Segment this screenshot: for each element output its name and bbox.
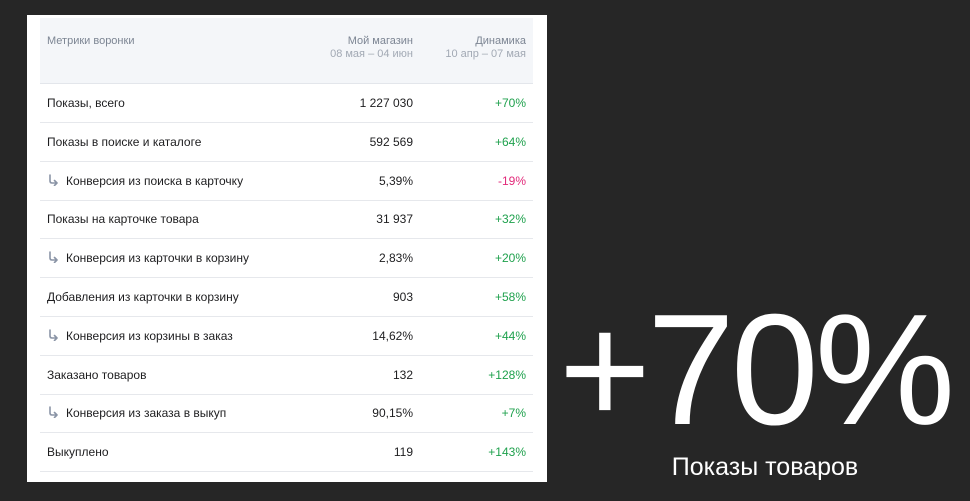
table-row: Конверсия из поиска в карточку 5,39% -19% xyxy=(40,162,533,201)
row-change: +64% xyxy=(494,134,526,149)
header-dynamics-period: 10 апр – 07 мая xyxy=(445,48,526,60)
row-label: Добавления из карточки в корзину xyxy=(47,290,239,304)
highlight-caption: Показы товаров xyxy=(671,453,859,481)
table-row: Конверсия из карточки в корзину 2,83% +20% xyxy=(40,239,533,279)
row-change: +32% xyxy=(494,212,526,227)
row-value: 1 227 030 xyxy=(359,96,413,110)
row-change: +143% xyxy=(488,445,526,460)
row-value: 90,15% xyxy=(372,406,413,421)
row-value: 5,39% xyxy=(378,173,413,188)
table-row: Показы в поиске и каталоге 592 569 +64% xyxy=(40,123,533,162)
header-shop: Мой магазин xyxy=(347,35,413,47)
table-row: Конверсия из заказа в выкуп 90,15% +7% xyxy=(40,394,533,434)
table-row: Заказано товаров 132 +128% xyxy=(40,356,533,395)
row-change: +128% xyxy=(488,367,526,382)
sub-arrow-icon xyxy=(49,251,58,264)
row-label: Конверсия из карточки в корзину xyxy=(66,251,249,266)
row-label: Показы в поиске и каталоге xyxy=(47,134,202,149)
header-shop-period: 08 мая – 04 июн xyxy=(330,48,413,60)
row-value: 903 xyxy=(392,290,413,304)
table-row: Выкуплено 119 +143% xyxy=(40,433,533,473)
row-value: 2,83% xyxy=(378,251,413,266)
sub-arrow-icon xyxy=(49,406,58,419)
row-value: 119 xyxy=(393,445,413,460)
funnel-panel: Метрики воронки Мой магазин 08 мая – 04 … xyxy=(27,15,547,482)
header-metric: Метрики воронки xyxy=(47,35,135,47)
highlight-value: +70% xyxy=(558,282,956,458)
row-value: 132 xyxy=(392,367,413,382)
row-change: +20% xyxy=(494,251,526,266)
table-row: Показы, всего 1 227 030 +70% xyxy=(40,84,533,123)
table-row: Конверсия из корзины в заказ 14,62% +44% xyxy=(40,317,533,356)
row-label: Конверсия из корзины в заказ xyxy=(66,328,233,343)
row-change: +70% xyxy=(494,96,526,110)
header-dynamics: Динамика xyxy=(475,35,526,47)
row-label: Конверсия из заказа в выкуп xyxy=(66,406,227,421)
row-label: Показы, всего xyxy=(47,96,125,110)
row-change: +44% xyxy=(494,328,526,343)
row-change: +58% xyxy=(494,290,526,304)
table-header: Метрики воронки Мой магазин 08 мая – 04 … xyxy=(40,18,533,84)
row-label: Показы на карточке товара xyxy=(47,212,199,227)
row-value: 14,62% xyxy=(372,328,413,343)
row-label: Конверсия из поиска в карточку xyxy=(66,173,244,188)
table-row: Показы на карточке товара 31 937 +32% xyxy=(40,200,533,240)
row-label: Заказано товаров xyxy=(47,367,147,382)
row-change: +7% xyxy=(501,406,526,421)
row-value: 31 937 xyxy=(376,212,413,227)
sub-arrow-icon xyxy=(49,328,58,341)
table-row: Добавления из карточки в корзину 903 +58% xyxy=(40,278,533,317)
row-value: 592 569 xyxy=(369,134,413,149)
row-label: Выкуплено xyxy=(47,445,109,460)
row-change: -19% xyxy=(497,173,526,188)
sub-arrow-icon xyxy=(49,173,58,186)
